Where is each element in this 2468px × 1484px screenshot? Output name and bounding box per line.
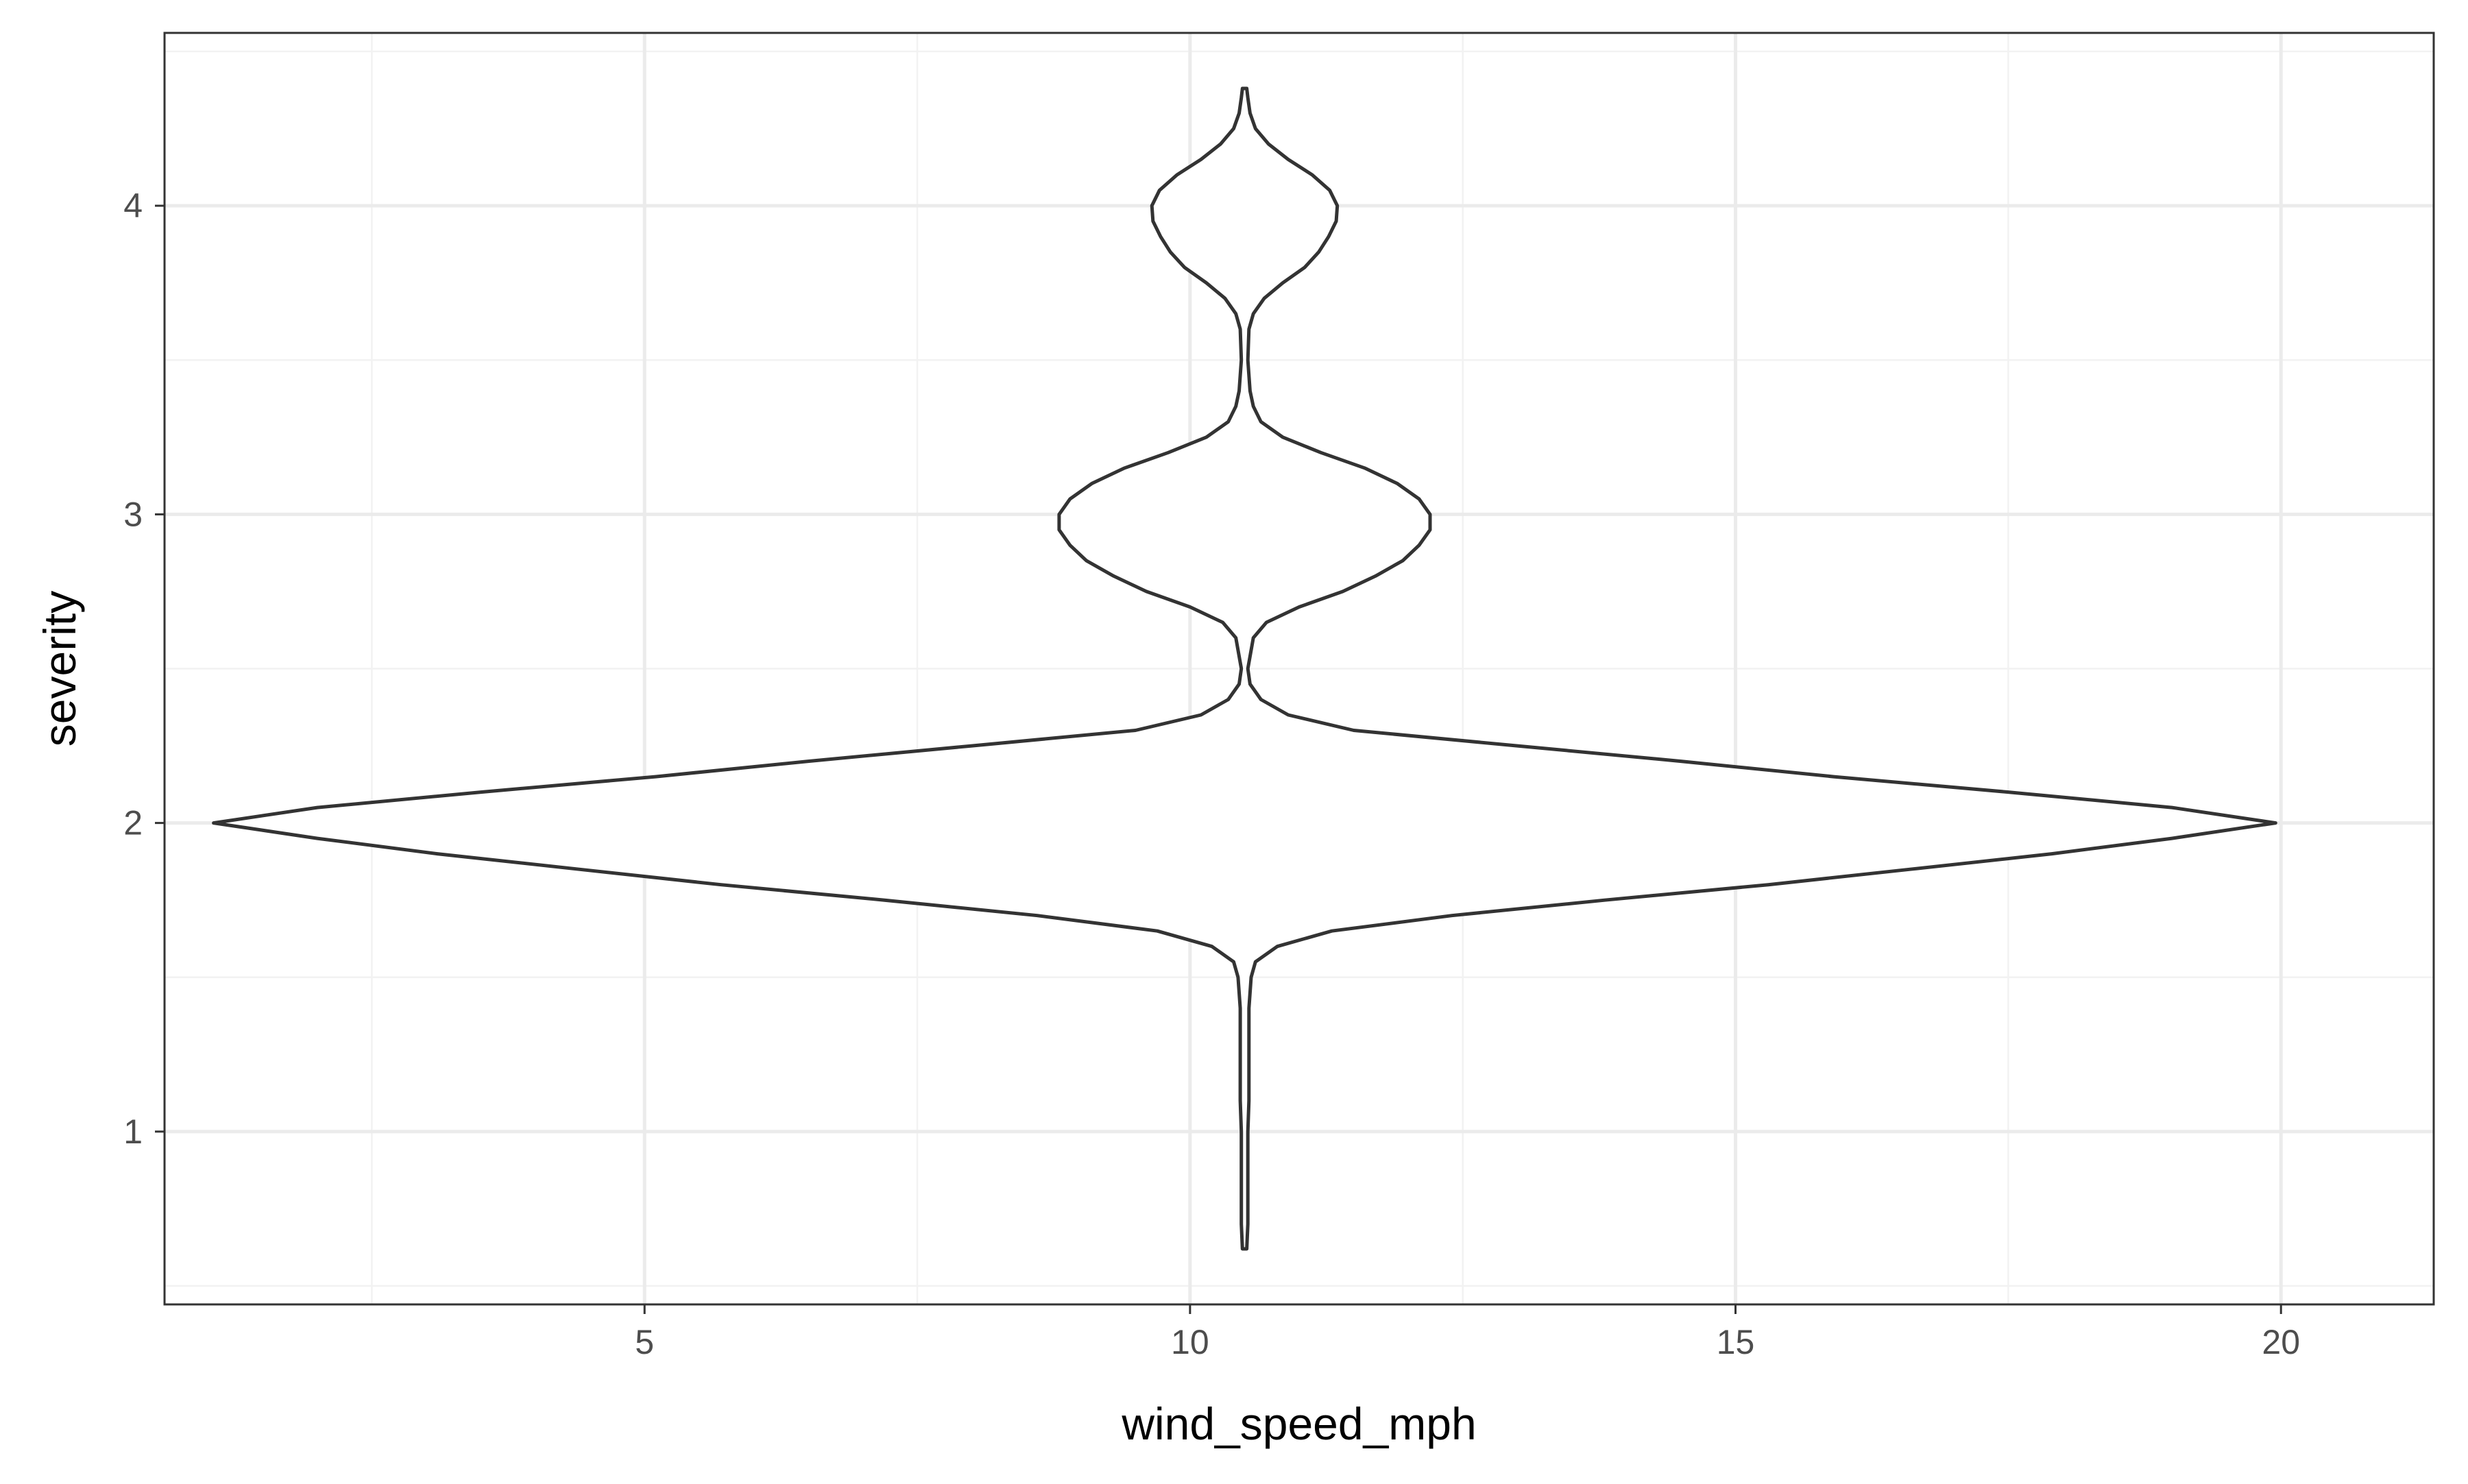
y-tick-label: 2 [123, 804, 143, 842]
x-tick-label: 20 [2262, 1323, 2300, 1361]
x-tick-label: 15 [1717, 1323, 1755, 1361]
x-tick-label: 10 [1171, 1323, 1209, 1361]
data-layer [212, 86, 2277, 1251]
axis-layer: 5 10 15 20 1 2 3 4 wind_speed_mph severity [34, 32, 2435, 1449]
y-tick-label: 1 [123, 1112, 143, 1151]
y-tick-label: 3 [123, 495, 143, 533]
x-axis-title: wind_speed_mph [1121, 1398, 1476, 1449]
violin-shape [212, 86, 2277, 1251]
panel-border [163, 32, 2435, 1306]
y-tick-label: 4 [123, 186, 143, 225]
y-axis-title: severity [34, 591, 85, 746]
x-tick-label: 5 [635, 1323, 654, 1361]
